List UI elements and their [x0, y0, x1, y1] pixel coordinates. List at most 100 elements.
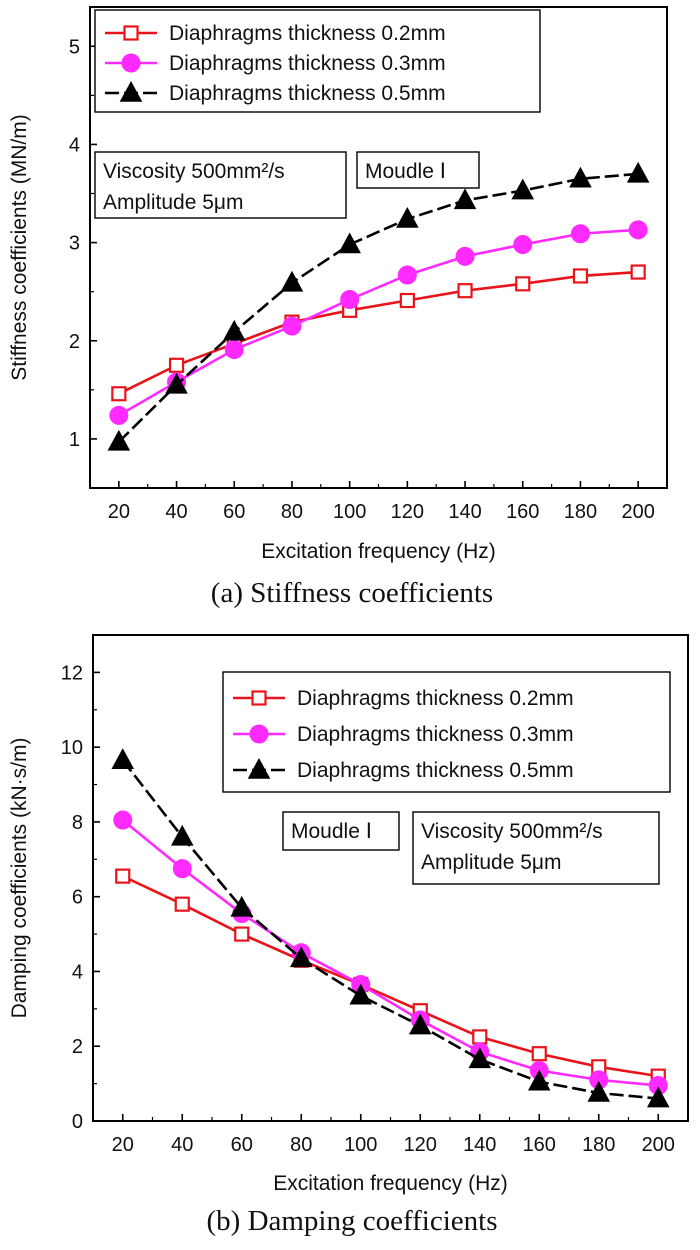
legend-label: Diaphragms thickness 0.5mm — [297, 759, 574, 782]
data-point — [289, 946, 313, 968]
legend-marker — [119, 80, 143, 102]
x-tick-label: 60 — [223, 501, 245, 523]
legend-marker — [251, 690, 267, 706]
x-tick-label: 140 — [448, 501, 481, 523]
legend-marker — [121, 53, 141, 73]
y-tick-label: 6 — [72, 887, 83, 909]
x-tick-label: 200 — [621, 501, 654, 523]
series-1 — [111, 264, 646, 402]
data-point — [399, 292, 415, 309]
stiffness-chart: 20 40 60 80 100 120 140 160 180 200 1 2 3 4 5 Excitatio… — [8, 6, 668, 563]
x-tick-label: 140 — [463, 1134, 496, 1156]
series-line — [118, 228, 639, 417]
series-line — [117, 172, 639, 443]
annotation-frame — [282, 811, 400, 851]
x-tick-label: 200 — [642, 1134, 675, 1156]
y-tick-label: 12 — [61, 662, 83, 684]
x-tick-label: 80 — [281, 501, 303, 523]
legend-label: Diaphragms thickness 0.2mm — [297, 687, 574, 710]
series-line — [118, 270, 639, 395]
y-tick-label: 2 — [69, 331, 80, 353]
annotation-frame — [412, 811, 660, 885]
annotation-box: Moudle Ⅰ — [282, 811, 400, 851]
data-point — [457, 283, 473, 299]
y-tick-label: 4 — [72, 961, 83, 983]
x-tick-label: 160 — [523, 1134, 556, 1156]
x-tick-label: 100 — [333, 501, 366, 523]
series-line — [121, 819, 659, 1087]
series-3 — [107, 161, 650, 451]
data-point — [168, 357, 185, 373]
x-tick-label: 40 — [171, 1134, 193, 1156]
data-point — [587, 1080, 611, 1102]
data-point — [515, 276, 531, 292]
y-tick-label: 0 — [72, 1111, 83, 1133]
data-point — [396, 206, 419, 228]
data-point — [111, 386, 127, 402]
x-tick-label: 120 — [391, 501, 424, 523]
series-line — [122, 874, 659, 1078]
annotation-text: Amplitude 5μm — [103, 191, 244, 214]
caption-a: (a) Stiffness coefficients — [211, 577, 493, 609]
x-tick-label: 40 — [165, 501, 187, 523]
data-point — [282, 316, 302, 336]
x-tick-label: 180 — [582, 1134, 615, 1156]
data-point — [630, 264, 646, 280]
legend-box — [94, 9, 541, 113]
data-point — [468, 1047, 492, 1069]
annotation-box: Viscosity 500mm²/s Amplitude 5μm — [412, 811, 660, 885]
legend-marker — [123, 25, 139, 41]
legend-label: Diaphragms thickness 0.5mm — [169, 82, 446, 105]
legend-marker — [247, 757, 271, 779]
x-tick-label: 160 — [506, 501, 539, 523]
data-point — [107, 429, 131, 451]
annotation-text: Amplitude 5μm — [421, 851, 562, 874]
damping-chart: 20 40 60 80 100 120 140 160 180 200 0 2 4 6 8 10 12 Excit… — [8, 634, 689, 1195]
data-point — [453, 188, 477, 210]
data-point — [230, 895, 254, 917]
annotation-box: Moudle Ⅰ — [356, 151, 480, 189]
x-axis-label: Excitation frequency (Hz) — [273, 1172, 508, 1195]
y-axis-label: Stiffness coefficients (MN/m) — [8, 114, 31, 380]
data-point — [340, 290, 360, 310]
legend-label: Diaphragms thickness 0.2mm — [169, 22, 446, 45]
data-point — [527, 1069, 551, 1091]
data-point — [472, 1029, 488, 1045]
data-point — [280, 270, 304, 292]
data-point — [165, 372, 188, 394]
x-tick-label: 180 — [564, 501, 597, 523]
annotation-box: Viscosity 500mm²/s Amplitude 5μm — [94, 151, 347, 219]
data-point — [569, 166, 592, 188]
data-point — [172, 859, 192, 879]
x-axis-label: Excitation frequency (Hz) — [261, 540, 496, 563]
legend-marker — [249, 724, 269, 744]
y-tick-label: 3 — [69, 233, 80, 255]
x-tick-label: 60 — [231, 1134, 253, 1156]
data-point — [455, 246, 475, 266]
legend-box — [222, 671, 671, 793]
data-point — [628, 220, 648, 240]
series-2 — [109, 220, 648, 425]
y-tick-label: 5 — [69, 36, 80, 58]
y-tick-label: 8 — [72, 812, 83, 834]
legend-label: Diaphragms thickness 0.3mm — [297, 723, 574, 746]
data-point — [111, 748, 135, 769]
annotation-frame — [356, 151, 480, 189]
data-point — [222, 319, 246, 341]
y-tick-label: 1 — [69, 429, 80, 451]
series-3 — [111, 748, 670, 1108]
legend: Diaphragms thickness 0.2mm Diaphragms thi… — [222, 671, 671, 793]
data-point — [115, 868, 131, 884]
data-point — [646, 1086, 670, 1108]
data-point — [113, 810, 133, 830]
x-tick-label: 120 — [404, 1134, 437, 1156]
data-point — [511, 178, 535, 200]
data-point — [408, 1013, 432, 1035]
data-point — [174, 896, 190, 912]
annotation-text: Moudle Ⅰ — [365, 160, 446, 183]
data-point — [338, 232, 361, 254]
y-tick-label: 4 — [69, 134, 80, 156]
data-point — [349, 983, 373, 1005]
data-point — [109, 405, 129, 425]
